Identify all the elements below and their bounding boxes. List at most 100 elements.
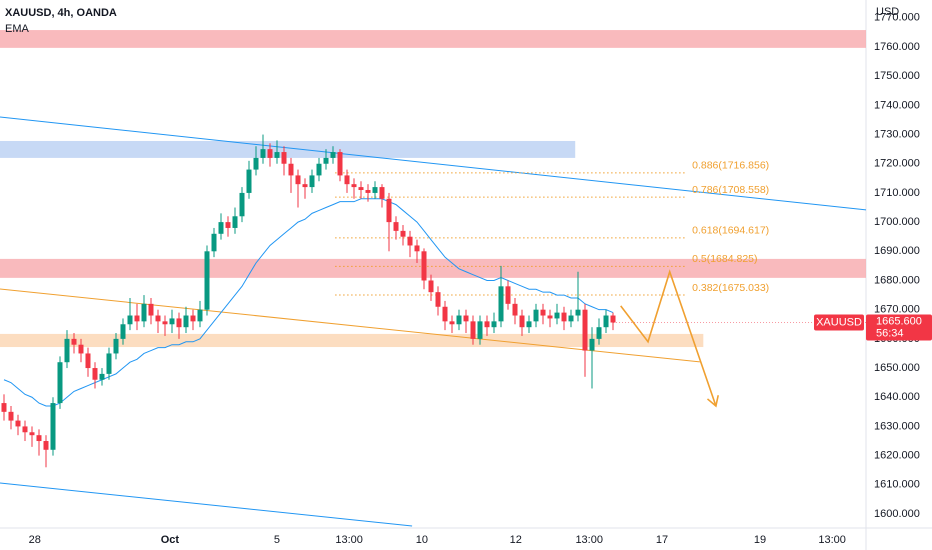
fib-label: 0.786(1708.558) [692, 184, 769, 196]
candle-body [414, 245, 420, 252]
fib-label: 0.618(1694.617) [692, 225, 769, 237]
candle-body [281, 152, 287, 164]
candle-body [435, 292, 441, 307]
candle-body [526, 321, 532, 328]
candle-body [442, 306, 448, 322]
zone [0, 30, 866, 48]
y-tick-label: 1680.000 [874, 274, 920, 286]
trendline [0, 288, 700, 363]
candle-body [519, 315, 525, 328]
candle-body [477, 321, 483, 339]
candle-body [155, 315, 161, 322]
y-tick-label: 1630.000 [874, 420, 920, 432]
candle-body [162, 321, 168, 325]
candle-body [120, 324, 126, 339]
x-tick-label: 10 [416, 534, 428, 546]
candle-body [274, 152, 280, 158]
candle-body [596, 327, 602, 339]
projection [620, 269, 717, 407]
candle-body [603, 315, 609, 328]
x-tick-label: 13:00 [818, 534, 846, 546]
zone [0, 140, 576, 158]
symbol-tag [814, 314, 864, 331]
zone [0, 258, 866, 278]
candle-body [470, 321, 476, 339]
candle-body [309, 175, 315, 188]
x-tick-label: 13:00 [575, 534, 603, 546]
candle-body [561, 312, 567, 322]
candle-body [302, 184, 308, 188]
candle-body [134, 315, 140, 322]
candle-body [330, 152, 336, 158]
candle-body [99, 373, 105, 380]
candle-body [253, 157, 259, 170]
chart-title: XAUUSD, 4h, OANDA [5, 7, 117, 19]
candle-body [85, 353, 91, 369]
candle-body [50, 403, 56, 450]
candle-body [295, 175, 301, 185]
candle-body [428, 280, 434, 293]
candle-body [260, 149, 266, 158]
candle-body [449, 321, 455, 325]
y-tick-label: 1770.000 [874, 12, 920, 24]
currency: USD [876, 6, 899, 18]
candle-body [316, 163, 322, 176]
candle-body [372, 187, 378, 193]
candle-body [197, 309, 203, 322]
price-axis [866, 0, 932, 550]
fib-label: 0.5(1684.825) [692, 253, 757, 265]
candle-body [246, 169, 252, 193]
x-tick-label: 12 [510, 534, 522, 546]
candle-body [421, 251, 427, 281]
candle-body [148, 303, 154, 316]
y-tick-label: 1730.000 [874, 128, 920, 140]
candle-body [71, 338, 77, 345]
candle-body [176, 318, 182, 328]
y-tick-label: 1620.000 [874, 450, 920, 462]
indicator-label: EMA [5, 23, 30, 35]
candle-body [29, 432, 35, 436]
plot: 0.886(1716.856) 0.786(1708.558) 0.618(1694… [0, 30, 867, 527]
candle-body [106, 353, 112, 374]
x-tick-label: 28 [29, 534, 41, 546]
y-tick-label: 1670.000 [874, 304, 920, 316]
price-tag [866, 314, 932, 341]
candle-body [540, 309, 546, 316]
candle-body [232, 216, 238, 228]
candle-body [407, 236, 413, 246]
fib-label: 0.382(1675.033) [692, 282, 769, 294]
candle-body [36, 435, 42, 442]
candle-body [127, 315, 133, 325]
y-tick-label: 1740.000 [874, 99, 920, 111]
candle-body [337, 152, 343, 176]
x-tick-label: Oct [161, 534, 180, 546]
candle-body [568, 315, 574, 322]
candle-body [386, 198, 392, 223]
candle-body [1, 403, 7, 412]
projection-head [706, 395, 719, 408]
y-tick-label: 1700.000 [874, 216, 920, 228]
candle-body [610, 315, 616, 323]
candle-body [183, 315, 189, 328]
trendline [0, 482, 413, 527]
candle-body [169, 318, 175, 325]
candle-body [554, 312, 560, 319]
candle-body [547, 315, 553, 319]
candle-body [57, 362, 63, 404]
candle-body [344, 175, 350, 185]
price-label: 1665.600 [876, 315, 922, 327]
candle-body [582, 309, 588, 351]
candle-body [78, 344, 84, 354]
candle-body [141, 303, 147, 322]
candle-body [456, 315, 462, 325]
candle-body [64, 338, 70, 363]
candle-body [365, 190, 371, 193]
candle-body [400, 230, 406, 237]
candle-body [512, 303, 518, 316]
x-tick-label: 13:00 [335, 534, 363, 546]
axes: 1600.000 1610.000 1620.000 1630.000 1640.000… [29, 12, 932, 546]
candle-body [505, 286, 511, 304]
candle-body [533, 309, 539, 322]
candle-body [218, 222, 224, 234]
